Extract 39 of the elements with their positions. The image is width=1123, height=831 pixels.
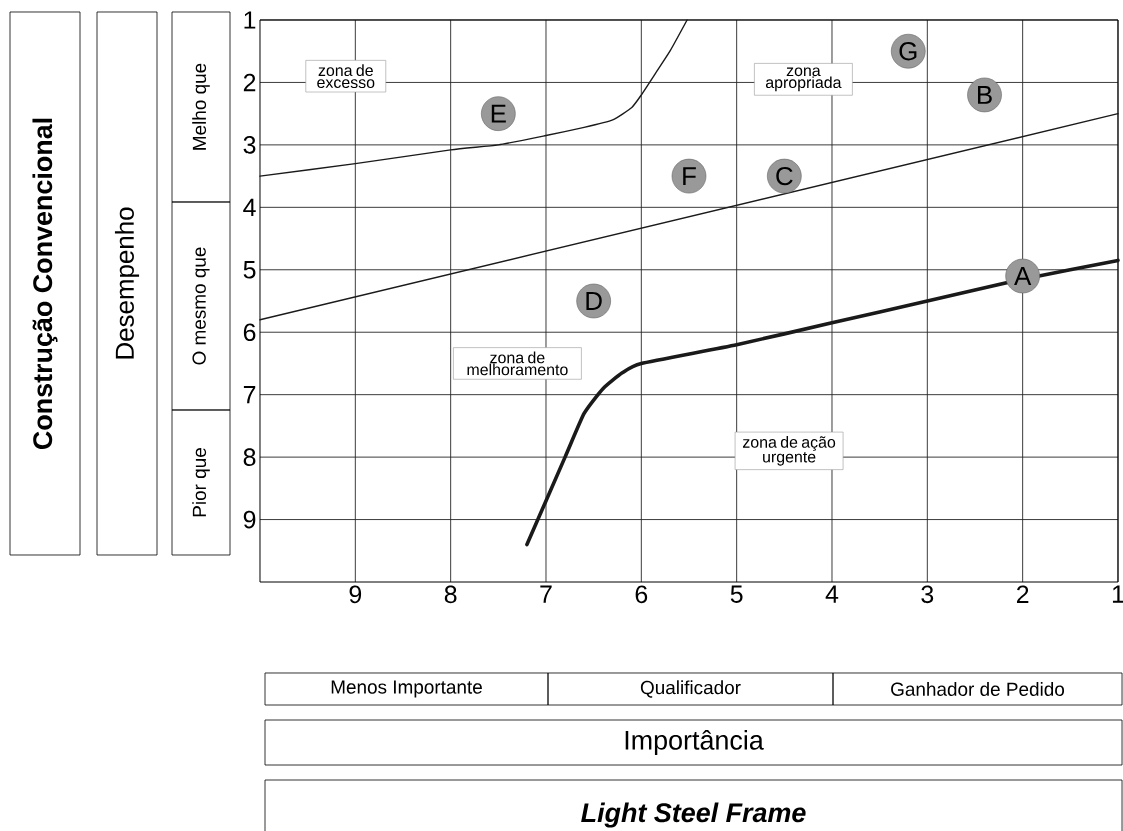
annotation: zona de melhoramento [467,351,568,376]
annotation: zona de excesso [317,64,375,89]
text: Melho que [192,63,210,150]
annotation: F [683,167,696,186]
x-tick-label: 4 [825,585,839,603]
annotation: zona de ação urgente [742,436,836,466]
annotation: A [1014,267,1032,285]
y-tick-label: 3 [243,136,256,154]
text: Menos Importante [331,680,482,698]
y-tick-label: 4 [243,198,256,216]
annotation: E [491,104,506,123]
x-tick-label: 9 [349,585,362,604]
annotation: zona apropriada [765,67,842,92]
y-tick-label: 7 [243,386,256,404]
text: O mesmo que [192,247,210,365]
annotation: D [586,292,602,310]
annotation: C [776,166,793,186]
x-axis-title: Importância [625,729,764,756]
y-tick-label: 8 [243,448,256,466]
annotation: B [978,86,992,104]
text: Qualificador [640,680,741,698]
text: Pior que [192,448,210,517]
annotation: G [899,42,917,61]
y-tick-label: 6 [243,323,256,342]
text: Ganhador de Pedido [891,682,1065,696]
x-tick-label: 2 [1016,585,1029,603]
y-axis-title: Desempenho [114,207,140,359]
x-tick-label: 3 [921,585,934,604]
x-tick-label: 6 [635,585,648,604]
y-tick-label: 1 [244,11,256,29]
x-tick-label: 1 [1112,585,1123,603]
text: Construção Convencional [32,118,58,450]
text: Light Steel Frame [581,802,806,828]
x-tick-label: 8 [444,585,457,604]
x-tick-label: 7 [540,585,552,603]
x-tick-label: 5 [730,585,743,603]
y-tick-label: 9 [243,510,256,529]
y-tick-label: 2 [243,73,256,92]
y-tick-label: 5 [243,261,256,279]
